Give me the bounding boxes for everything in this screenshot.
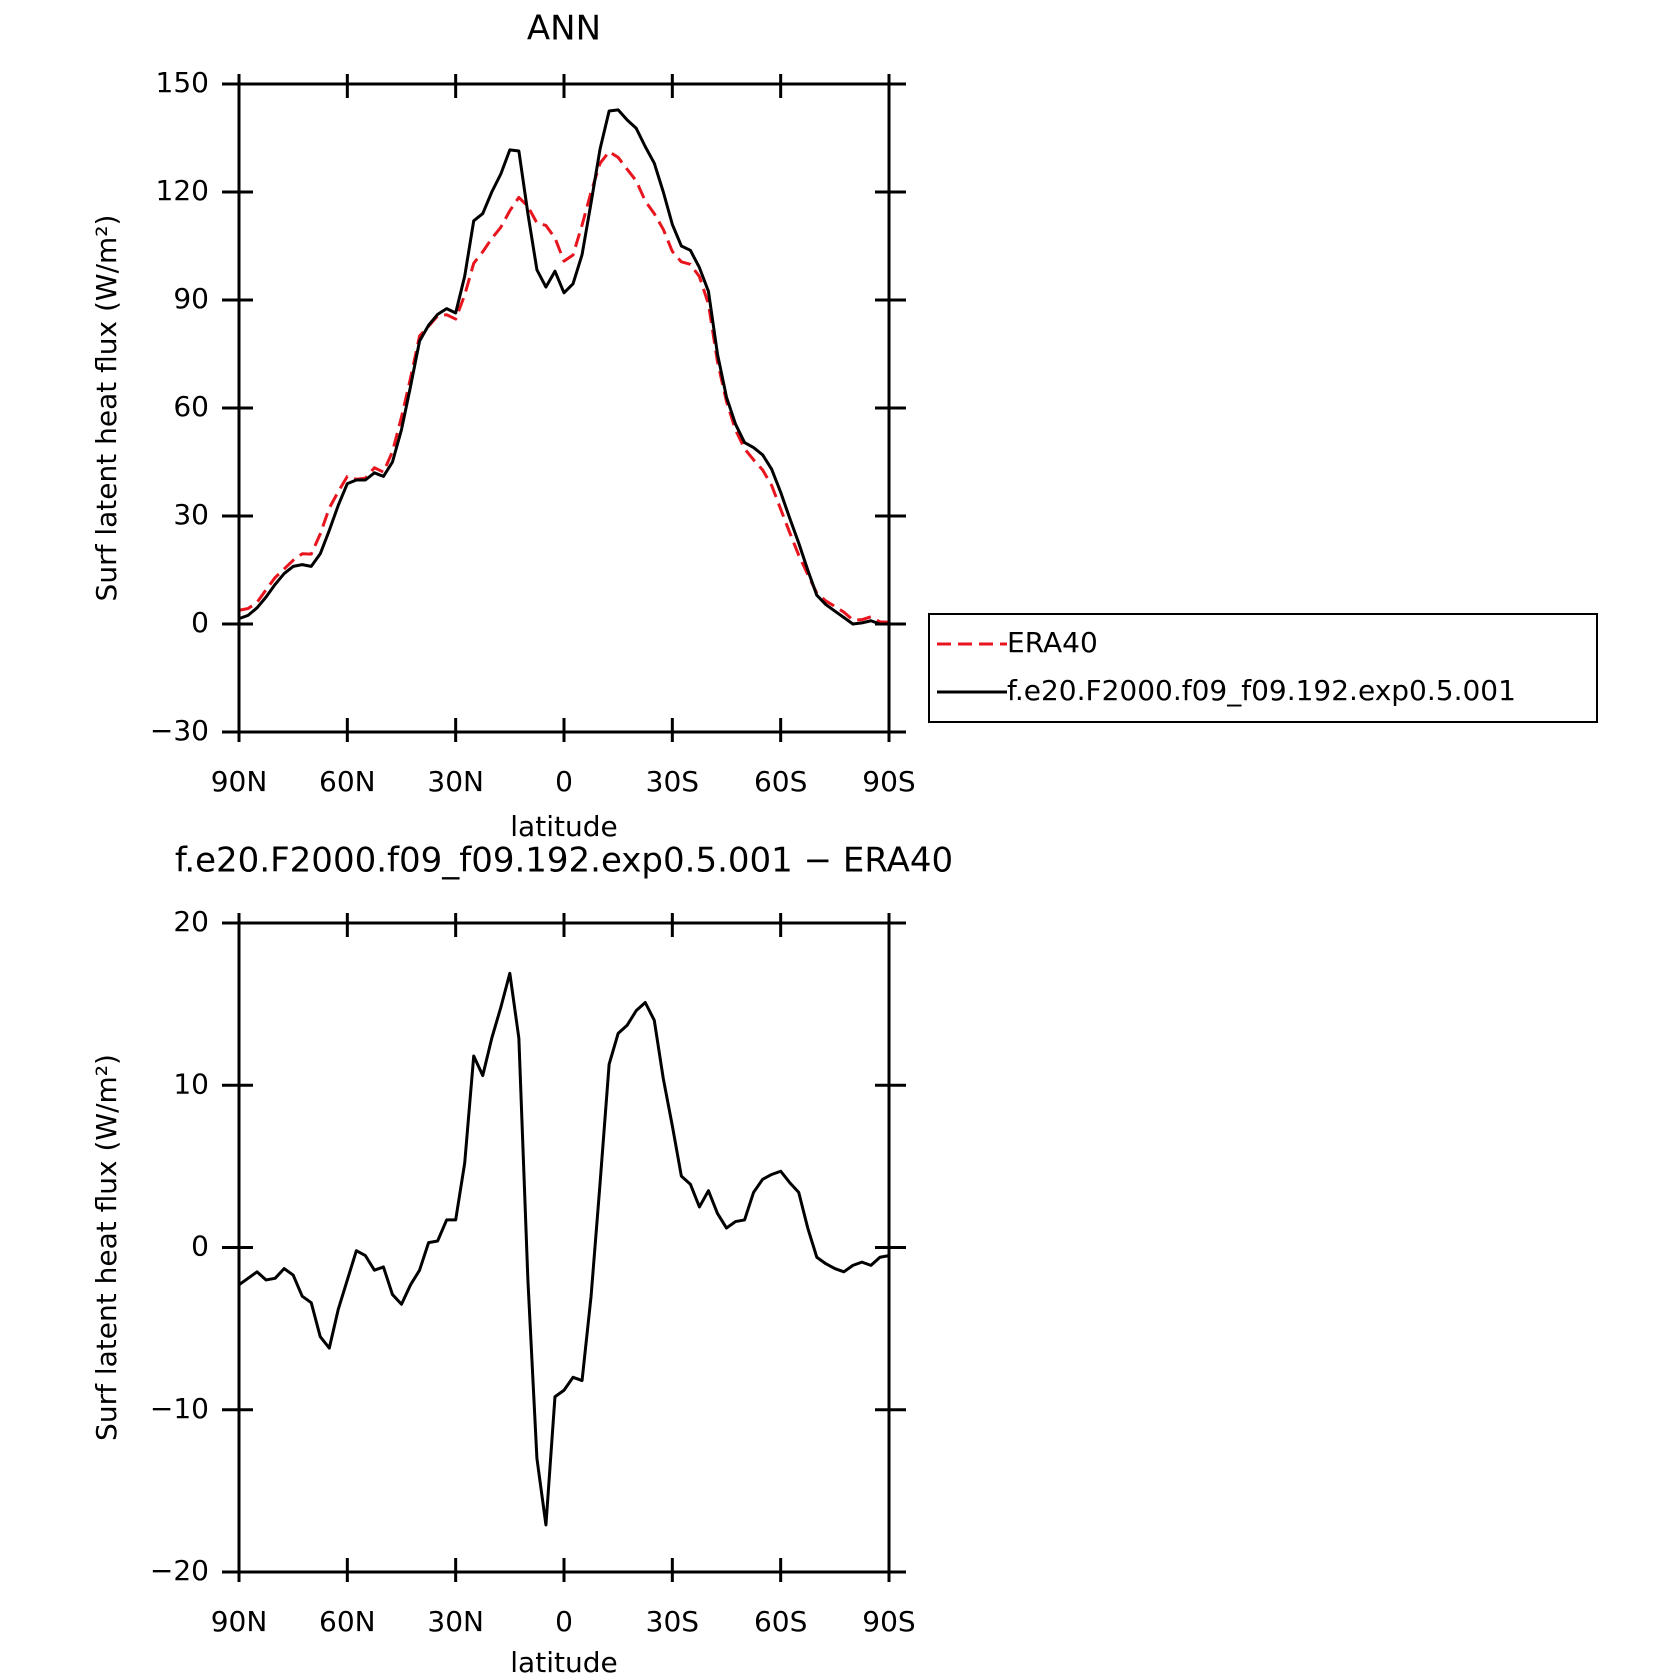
y-tick-label: 30 bbox=[173, 498, 209, 531]
plot-frame bbox=[237, 921, 891, 1574]
y-tick-label: 60 bbox=[173, 390, 209, 423]
legend-label: f.e20.F2000.f09_f09.192.exp0.5.001 bbox=[1007, 674, 1516, 707]
y-tick-label: 0 bbox=[191, 606, 209, 639]
data-line bbox=[238, 150, 890, 624]
x-tick-label: 90N bbox=[211, 765, 268, 798]
y-axis-label: Surf latent heat flux (W/m²) bbox=[90, 215, 123, 602]
x-tick-label: 60S bbox=[754, 765, 807, 798]
x-tick-label: 0 bbox=[555, 765, 573, 798]
y-tick-label: −30 bbox=[150, 714, 209, 747]
x-axis-label: latitude bbox=[510, 1646, 617, 1679]
y-tick-label: 90 bbox=[173, 282, 209, 315]
y-tick-label: −10 bbox=[150, 1392, 209, 1425]
x-tick-label: 30N bbox=[427, 1605, 484, 1638]
x-tick-label: 90N bbox=[211, 1605, 268, 1638]
y-tick-label: 10 bbox=[173, 1067, 209, 1100]
legend: ERA40 f.e20.F2000.f09_f09.192.exp0.5.001 bbox=[928, 613, 1598, 723]
y-axis-label: Surf latent heat flux (W/m²) bbox=[90, 1054, 123, 1441]
y-tick-label: 0 bbox=[191, 1230, 209, 1263]
x-tick-label: 30S bbox=[646, 765, 699, 798]
y-tick-label: −20 bbox=[150, 1554, 209, 1587]
x-axis-label: latitude bbox=[510, 810, 617, 843]
chart-title: f.e20.F2000.f09_f09.192.exp0.5.001 − ERA… bbox=[175, 841, 953, 881]
x-tick-label: 60N bbox=[319, 1605, 376, 1638]
data-line bbox=[238, 108, 889, 626]
x-tick-label: 30N bbox=[427, 765, 484, 798]
chart-title: ANN bbox=[527, 9, 601, 49]
legend-label: ERA40 bbox=[1007, 626, 1098, 659]
plot-frame bbox=[237, 82, 891, 734]
y-tick-label: 120 bbox=[156, 174, 209, 207]
x-tick-label: 90S bbox=[862, 1605, 915, 1638]
data-line bbox=[238, 971, 890, 1527]
x-tick-label: 60N bbox=[319, 765, 376, 798]
legend-box bbox=[928, 613, 1598, 723]
x-tick-label: 60S bbox=[754, 1605, 807, 1638]
x-tick-label: 0 bbox=[555, 1605, 573, 1638]
x-tick-label: 30S bbox=[646, 1605, 699, 1638]
y-tick-label: 150 bbox=[156, 66, 209, 99]
x-tick-label: 90S bbox=[862, 765, 915, 798]
y-tick-label: 20 bbox=[173, 905, 209, 938]
